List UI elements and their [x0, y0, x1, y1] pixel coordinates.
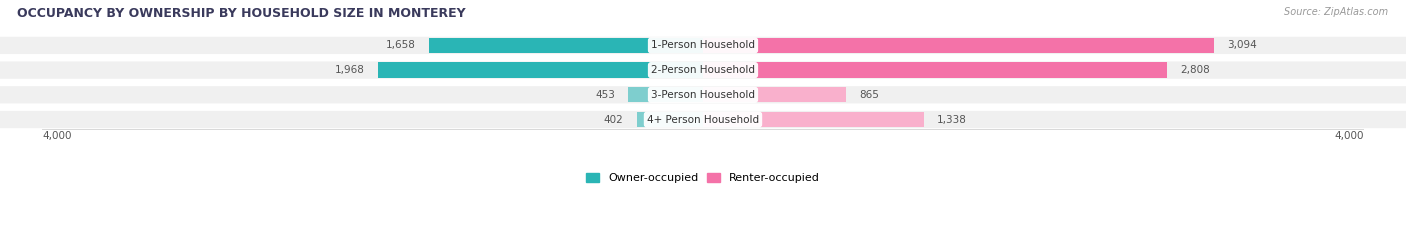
Text: Source: ZipAtlas.com: Source: ZipAtlas.com: [1284, 7, 1388, 17]
FancyBboxPatch shape: [0, 86, 1406, 103]
FancyBboxPatch shape: [0, 111, 1406, 128]
Text: 1,338: 1,338: [938, 115, 967, 124]
Bar: [429, 38, 703, 53]
Text: 4,000: 4,000: [42, 131, 72, 141]
Bar: [637, 112, 703, 127]
Text: 1,968: 1,968: [335, 65, 364, 75]
Bar: [703, 38, 1215, 53]
Bar: [628, 87, 703, 103]
Text: 3,094: 3,094: [1227, 40, 1257, 50]
FancyBboxPatch shape: [0, 62, 1406, 79]
Text: 453: 453: [595, 90, 614, 100]
Text: 3-Person Household: 3-Person Household: [651, 90, 755, 100]
Bar: [703, 62, 1167, 78]
FancyBboxPatch shape: [0, 37, 1406, 54]
Text: 2,808: 2,808: [1180, 65, 1209, 75]
Text: 4,000: 4,000: [1334, 131, 1364, 141]
Text: OCCUPANCY BY OWNERSHIP BY HOUSEHOLD SIZE IN MONTEREY: OCCUPANCY BY OWNERSHIP BY HOUSEHOLD SIZE…: [17, 7, 465, 20]
Legend: Owner-occupied, Renter-occupied: Owner-occupied, Renter-occupied: [581, 168, 825, 188]
Bar: [703, 87, 846, 103]
Text: 1-Person Household: 1-Person Household: [651, 40, 755, 50]
Text: 402: 402: [603, 115, 623, 124]
Text: 2-Person Household: 2-Person Household: [651, 65, 755, 75]
Bar: [703, 112, 924, 127]
Text: 865: 865: [859, 90, 879, 100]
Text: 1,658: 1,658: [387, 40, 416, 50]
Bar: [378, 62, 703, 78]
Text: 4+ Person Household: 4+ Person Household: [647, 115, 759, 124]
